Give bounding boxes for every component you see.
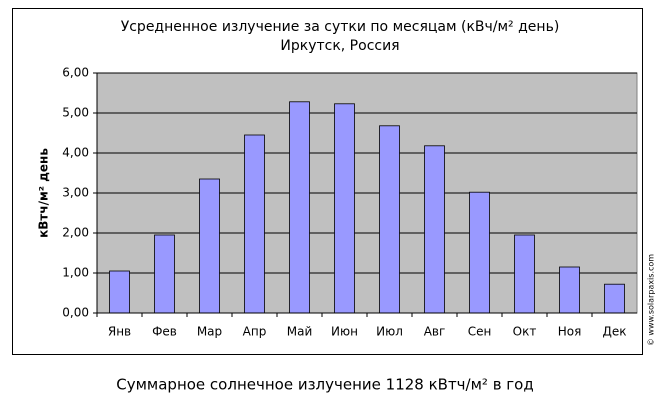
x-tick-label: Апр [243,325,267,339]
x-tick-label: Фев [152,325,177,339]
y-tick-label: 4,00 [62,146,89,160]
x-tick-label: Сен [468,325,492,339]
x-tick-label: Июн [331,325,358,339]
x-tick-label: Мар [197,325,222,339]
x-tick-label: Окт [513,325,537,339]
y-tick-label: 5,00 [62,106,89,120]
bar [154,234,175,314]
x-tick-label: Янв [108,325,131,339]
source-note: © www.solarpaxis.com [647,254,656,346]
bar [109,270,130,314]
y-axis-label: кВтч/м² день [37,148,51,238]
chart-title: Усредненное излучение за сутки по месяца… [121,19,560,35]
x-tick-label: Май [287,325,313,339]
x-tick-label: Авг [424,325,446,339]
y-tick-label: 0,00 [62,306,89,320]
bar [379,125,400,314]
y-tick-label: 2,00 [62,226,89,240]
chart-subtitle: Иркутск, Россия [280,38,399,54]
bar [244,134,265,314]
bar [559,266,580,314]
y-tick-label: 6,00 [62,66,89,80]
bar [604,283,625,314]
x-tick-label: Июл [376,325,403,339]
y-tick-label: 1,00 [62,266,89,280]
x-tick-label: Дек [602,325,626,339]
bar [289,101,310,314]
bar [514,234,535,314]
bar [469,191,490,314]
bar [199,178,220,314]
caption: Суммарное солнечное излучение 1128 кВтч/… [116,376,533,394]
x-tick-label: Ноя [558,325,582,339]
y-tick-label: 3,00 [62,186,89,200]
bar [424,145,445,314]
bar [334,103,355,314]
